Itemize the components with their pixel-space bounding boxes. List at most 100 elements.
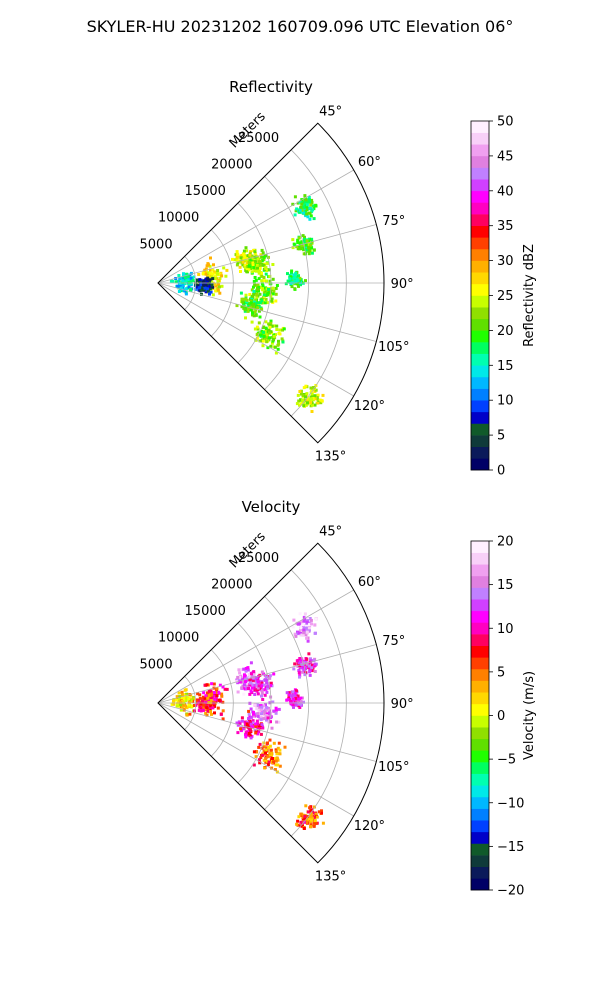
echo-pixel [220, 692, 224, 696]
echo-pixel [247, 717, 251, 721]
echo-pixel [202, 691, 206, 695]
echo-pixel [257, 709, 261, 713]
echo-pixel [305, 636, 309, 640]
colorbar-segment [471, 610, 489, 623]
echo-pixel [268, 676, 272, 680]
echo-pixel [255, 288, 259, 291]
echo-pixel [309, 386, 313, 390]
echo-pixel [239, 291, 243, 295]
echo-pixel [239, 256, 243, 260]
echo-pixel [295, 402, 299, 406]
echo-pixel [187, 697, 191, 701]
echo-pixel [273, 768, 277, 771]
colorbar: 0 5 10 15 20 25 30 35 40 45 50 Reflectivity dBZ [470, 115, 537, 479]
echo-pixel [320, 399, 324, 403]
echo-pixel [250, 288, 254, 292]
echo-pixel [182, 696, 186, 700]
radar-panels: Reflectivity45°60°75°90°105°120°135°5000… [140, 78, 537, 899]
echo-pixel [311, 208, 315, 212]
echo-pixel [201, 695, 205, 699]
echo-pixel [277, 741, 281, 745]
echo-pixel [261, 344, 265, 348]
echo-pixel [234, 253, 238, 257]
echo-pixel [248, 678, 252, 682]
echo-pixel [254, 298, 258, 302]
echo-pixel [261, 284, 265, 288]
echo-pixel [267, 331, 271, 335]
echo-pixel [293, 195, 297, 199]
echo-pixel [242, 667, 246, 671]
echo-pixel [312, 386, 316, 389]
echo-pixel [266, 754, 270, 758]
echo-pixel [302, 404, 306, 408]
echo-pixel [258, 742, 262, 746]
azimuth-tick-label: 60° [358, 575, 381, 590]
echo-pixel [179, 703, 183, 707]
echo-pixel [302, 401, 306, 405]
echo-pixel [274, 708, 278, 712]
echo-pixel [297, 815, 301, 819]
echo-pixel [263, 254, 267, 258]
echo-pixel [307, 198, 311, 202]
echo-pixel [313, 821, 317, 825]
echo-pixel [307, 242, 311, 246]
echo-pixel [260, 705, 264, 709]
echo-pixel [184, 688, 188, 692]
echo-pixel [204, 290, 208, 294]
echo-pixel [270, 299, 274, 303]
echo-pixel [259, 333, 263, 337]
echo-pixel [182, 273, 186, 277]
echo-pixel [301, 633, 305, 637]
echo-pixel [252, 285, 255, 289]
echo-pixel [245, 724, 249, 728]
echo-pixel [199, 283, 203, 287]
echo-pixel [299, 402, 303, 406]
echo-pixel [290, 269, 294, 273]
echo-pixel [237, 668, 241, 672]
echo-pixel [243, 264, 247, 268]
echo-pixel [302, 619, 306, 623]
echo-pixel [171, 279, 175, 283]
echo-pixel [212, 270, 216, 274]
polar-grid [157, 122, 384, 444]
echo-pixel [204, 700, 208, 704]
echo-pixel [259, 708, 263, 712]
echo-pixel [265, 340, 269, 344]
echo-pixel [211, 268, 215, 272]
echo-pixel [274, 711, 278, 715]
echo-pixel [304, 214, 308, 218]
echo-pixel [244, 735, 248, 739]
echo-pixel [252, 266, 256, 270]
echo-pixel [299, 633, 303, 637]
echo-pixel [286, 698, 290, 702]
echo-pixel [195, 278, 199, 282]
echo-pixel [310, 669, 314, 673]
colorbar-segment [471, 353, 489, 366]
echo-pixel [313, 403, 317, 407]
echo-pixel [208, 268, 212, 272]
echo-pixel [293, 276, 297, 280]
echo-pixel [245, 298, 249, 302]
echo-pixel [221, 700, 225, 704]
echo-pixel [274, 759, 278, 763]
echo-pixel [208, 694, 212, 698]
colorbar-segment [471, 376, 489, 389]
echo-pixel [296, 241, 300, 245]
echo-pixel [235, 255, 239, 259]
echo-pixel [274, 333, 277, 337]
colorbar-segment [471, 272, 489, 285]
echo-pixel [206, 277, 210, 281]
echo-pixel [200, 699, 204, 703]
echo-pixel [307, 810, 310, 814]
echo-pixel [276, 746, 280, 750]
echo-pixel [309, 203, 313, 207]
echo-pixel [267, 760, 271, 764]
echo-pixel [308, 217, 312, 221]
echo-pixel [255, 263, 259, 267]
echo-pixel [278, 764, 282, 768]
echo-pixel [260, 248, 264, 252]
echo-pixel [189, 280, 193, 284]
echo-pixel [203, 683, 207, 687]
echo-pixel [300, 243, 304, 247]
echo-pixel [255, 682, 259, 686]
